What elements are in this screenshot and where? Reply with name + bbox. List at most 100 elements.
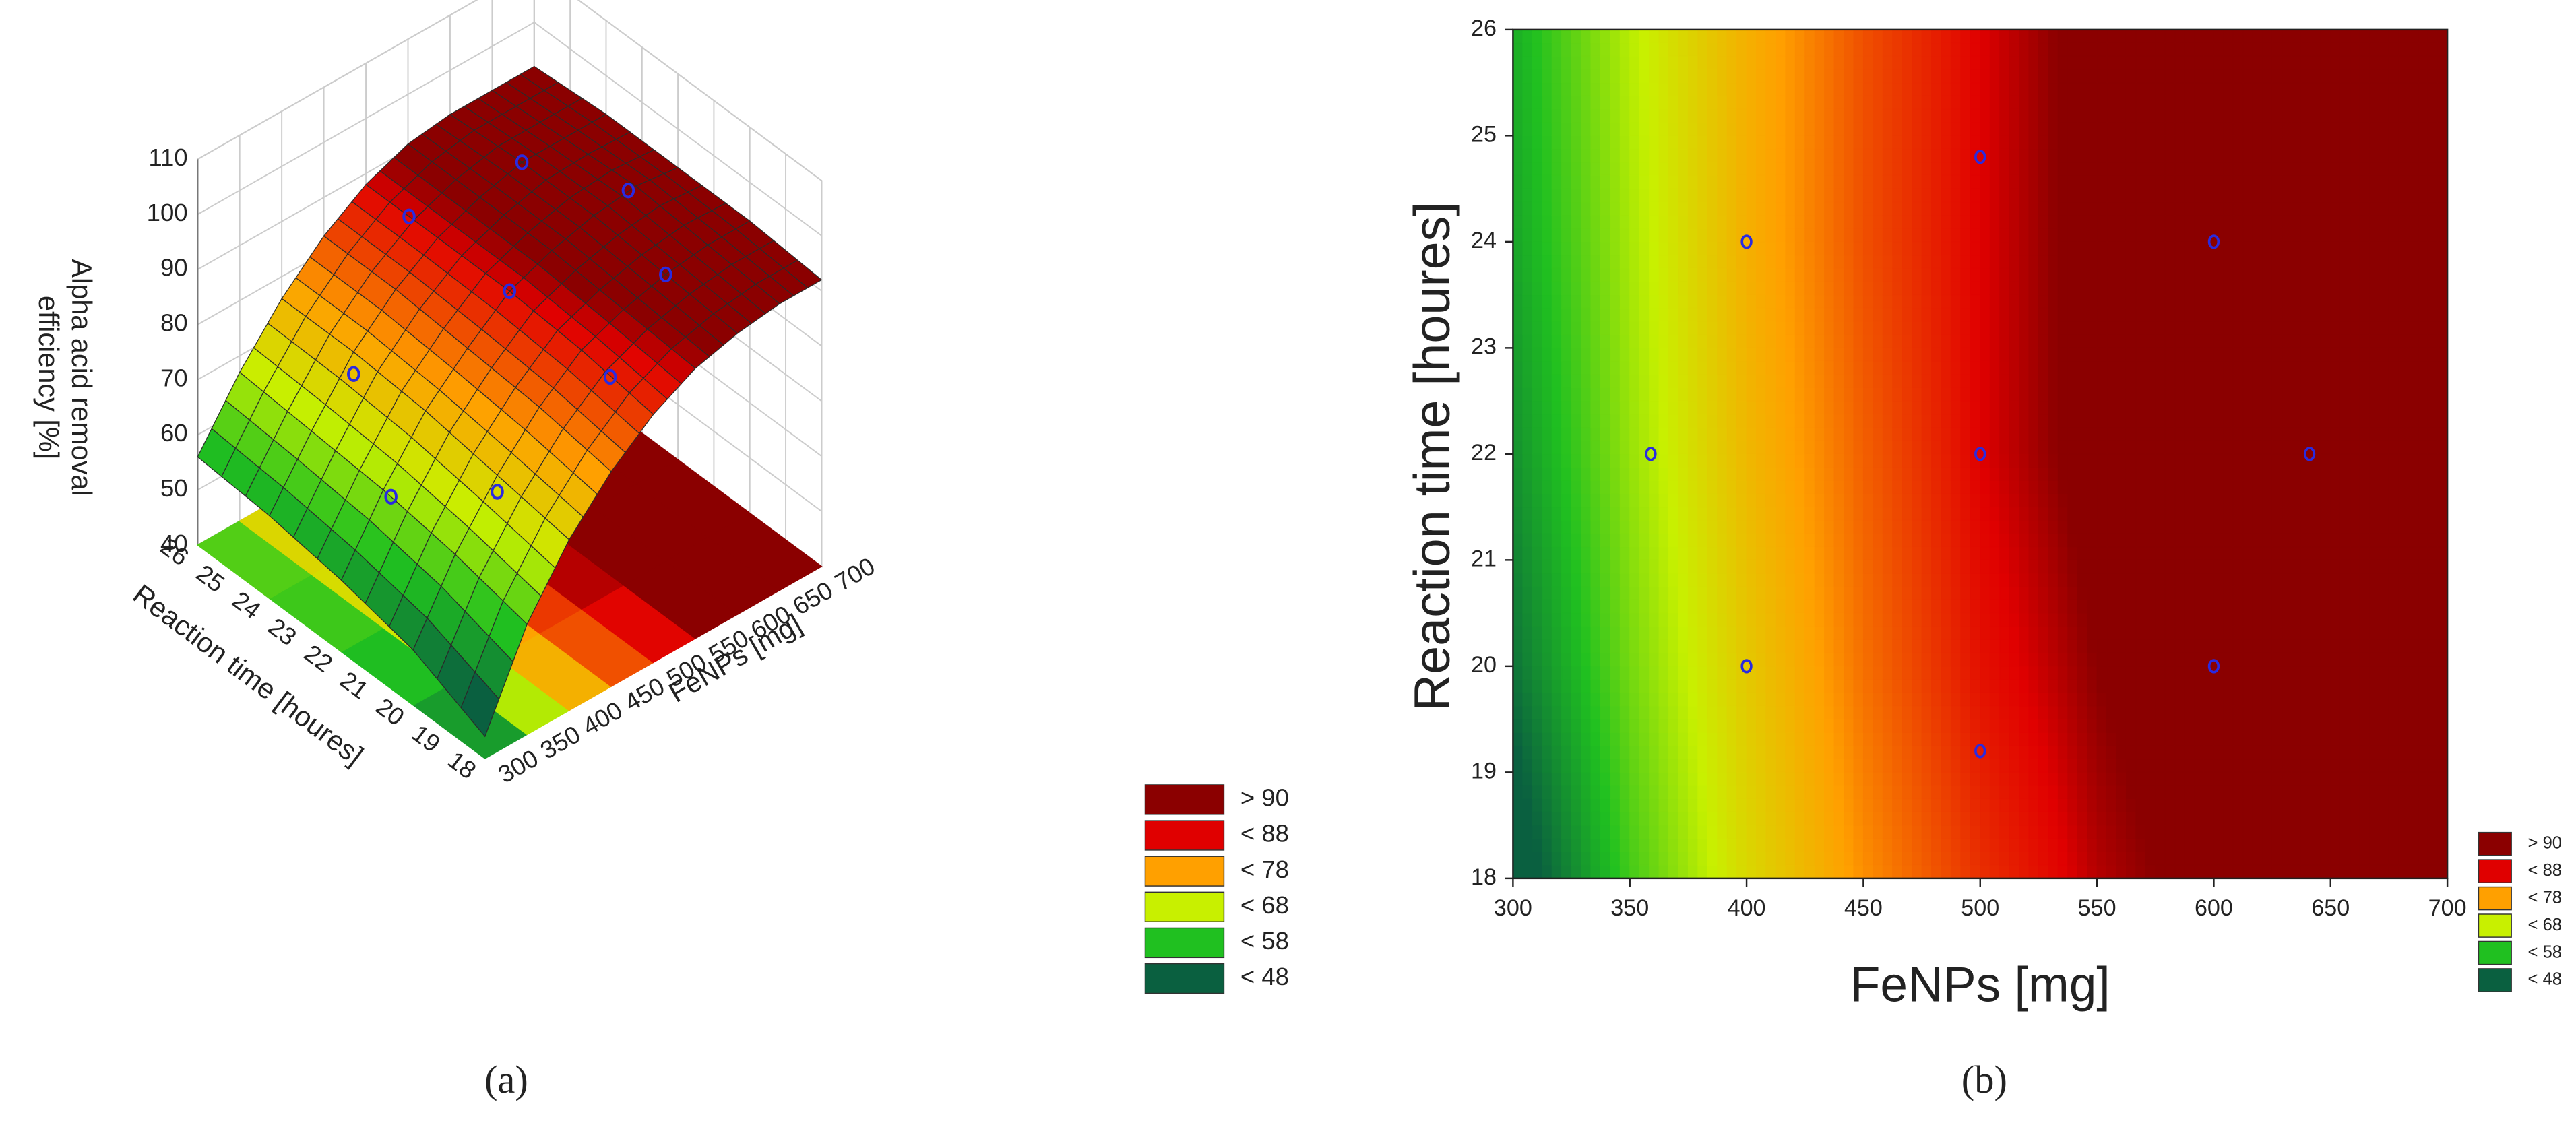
- contour-cell: [1668, 546, 1679, 560]
- contour-cell: [2164, 507, 2176, 521]
- contour-cell: [2369, 519, 2380, 534]
- contour-cell: [1941, 533, 1951, 548]
- contour-cell: [1532, 267, 1543, 282]
- contour-cell: [2300, 626, 2312, 640]
- contour-cell: [2320, 321, 2331, 335]
- contour-cell: [2262, 679, 2273, 693]
- contour-cell: [1950, 586, 1961, 600]
- contour-cell: [2096, 267, 2108, 282]
- contour-cell: [2437, 811, 2448, 826]
- contour-cell: [2048, 719, 2059, 733]
- contour-cell: [1717, 785, 1728, 800]
- contour-cell: [1873, 719, 1883, 733]
- contour-cell: [1804, 267, 1815, 282]
- contour-cell: [1581, 480, 1592, 494]
- contour-cell: [1814, 519, 1825, 534]
- contour-cell: [2379, 785, 2389, 800]
- contour-cell: [1756, 586, 1767, 600]
- contour-cell: [1765, 825, 1776, 839]
- contour-cell: [2398, 745, 2409, 760]
- contour-cell: [2398, 507, 2409, 521]
- contour-cell: [1756, 785, 1767, 800]
- contour-cell: [2369, 360, 2380, 375]
- contour-cell: [1668, 785, 1679, 800]
- contour-cell: [1678, 626, 1689, 640]
- contour-cell: [1794, 267, 1806, 282]
- contour-cell: [1980, 692, 1990, 707]
- contour-cell: [2164, 467, 2176, 481]
- contour-cell: [2028, 692, 2039, 707]
- contour-cell: [2038, 771, 2049, 786]
- contour-cell: [2019, 387, 2030, 402]
- contour-cell: [1921, 798, 1933, 812]
- contour-cell: [2116, 719, 2127, 733]
- contour-cell: [2350, 519, 2360, 534]
- contour-cell: [1658, 626, 1669, 640]
- contour-cell: [1902, 705, 1913, 720]
- contour-cell: [1561, 719, 1572, 733]
- contour-cell: [2350, 679, 2360, 693]
- contour-cell: [2398, 387, 2409, 402]
- contour-cell: [1746, 440, 1757, 455]
- contour-cell: [2184, 374, 2195, 388]
- contour-cell: [1532, 811, 1543, 826]
- contour-cell: [1581, 440, 1592, 455]
- contour-cell: [2028, 347, 2039, 362]
- contour-cell: [1639, 692, 1650, 707]
- contour-cell: [2330, 719, 2341, 733]
- contour-cell: [1950, 599, 1961, 614]
- contour-cell: [1678, 400, 1689, 415]
- contour-cell: [1824, 679, 1835, 693]
- contour-cell: [1862, 400, 1874, 415]
- contour-cell: [1853, 864, 1864, 879]
- contour-cell: [2125, 852, 2137, 866]
- contour-cell: [1794, 771, 1806, 786]
- contour-cell: [1824, 825, 1835, 839]
- contour-cell: [1960, 241, 1971, 256]
- contour-cell: [1824, 573, 1835, 587]
- contour-cell: [2038, 825, 2049, 839]
- contour-cell: [1590, 427, 1601, 441]
- contour-cell: [2077, 559, 2088, 574]
- contour-cell: [2223, 374, 2234, 388]
- contour-cell: [2427, 666, 2439, 680]
- contour-cell: [1629, 573, 1640, 587]
- contour-cell: [2350, 507, 2360, 521]
- contour-cell: [1707, 241, 1718, 256]
- contour-cell: [2038, 719, 2049, 733]
- contour-cell: [2311, 705, 2321, 720]
- contour-cell: [1756, 798, 1767, 812]
- contour-cell: [2135, 467, 2146, 481]
- contour-cell: [1853, 281, 1864, 296]
- contour-cell: [2232, 307, 2244, 322]
- contour-cell: [2359, 825, 2370, 839]
- contour-cell: [1512, 838, 1523, 852]
- contour-cell: [2106, 626, 2117, 640]
- contour-cell: [2398, 533, 2409, 548]
- contour-cell: [2213, 387, 2224, 402]
- contour-cell: [2155, 414, 2166, 428]
- contour-cell: [2038, 745, 2049, 760]
- contour-cell: [2106, 732, 2117, 746]
- contour-cell: [1668, 612, 1679, 627]
- contour-cell: [1658, 586, 1669, 600]
- contour-cell: [1551, 825, 1563, 839]
- contour-cell: [2408, 294, 2419, 309]
- contour-cell: [1581, 599, 1592, 614]
- contour-cell: [1639, 241, 1650, 256]
- contour-cell: [1765, 599, 1776, 614]
- contour-cell: [2174, 612, 2185, 627]
- contour-cell: [1532, 493, 1543, 508]
- contour-cell: [2262, 321, 2273, 335]
- contour-cell: [1610, 374, 1621, 388]
- contour-cell: [1542, 732, 1552, 746]
- contour-cell: [2048, 294, 2059, 309]
- contour-cell: [2282, 307, 2292, 322]
- contour-cell: [2320, 374, 2331, 388]
- contour-cell: [1999, 811, 2010, 826]
- contour-cell: [1804, 679, 1815, 693]
- contour-cell: [2359, 771, 2370, 786]
- contour-cell: [2077, 785, 2088, 800]
- contour-cell: [1726, 453, 1738, 468]
- contour-cell: [1950, 626, 1961, 640]
